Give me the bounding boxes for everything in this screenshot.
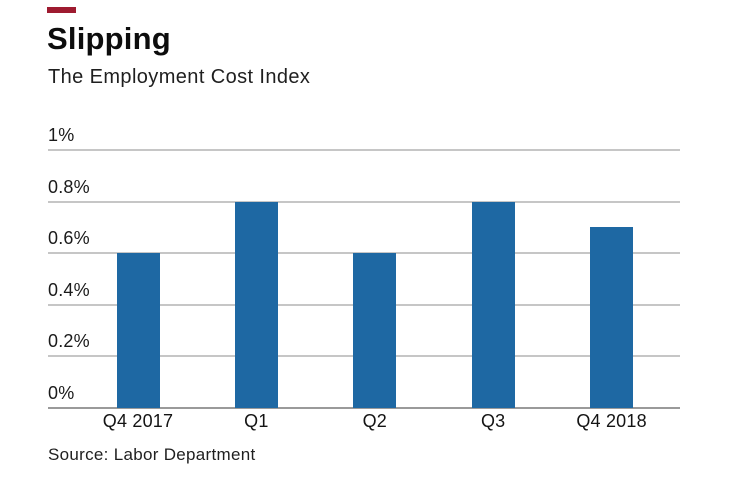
brand-dash-mark xyxy=(47,7,76,13)
y-tick-label: 0% xyxy=(48,383,75,403)
bar-q1 xyxy=(234,201,278,408)
y-tick-label: 0.2% xyxy=(48,331,90,352)
x-axis-baseline xyxy=(48,407,680,409)
chart-subtitle: The Employment Cost Index xyxy=(48,66,311,88)
x-category-label: Q4 2017 xyxy=(102,411,174,431)
chart-title: Slipping xyxy=(47,21,171,56)
y-tick-label: 0.8% xyxy=(48,176,90,197)
x-category-label: Q4 2018 xyxy=(576,411,647,431)
x-category-label: Q1 xyxy=(244,411,269,431)
bar-q2 xyxy=(353,253,397,408)
source-attribution: Source: Labor Department xyxy=(48,445,256,464)
x-category-label: Q3 xyxy=(480,411,506,431)
x-category-label: Q2 xyxy=(362,411,387,431)
y-tick-label: 0.4% xyxy=(48,279,90,300)
bar-q3 xyxy=(471,201,515,408)
bar-q4-2018 xyxy=(590,227,634,408)
gridline xyxy=(48,149,680,151)
gridline xyxy=(48,200,680,203)
y-tick-label: 0.6% xyxy=(48,228,90,249)
y-tick-label: 1% xyxy=(48,125,75,145)
bar-q4-2017 xyxy=(116,253,160,408)
